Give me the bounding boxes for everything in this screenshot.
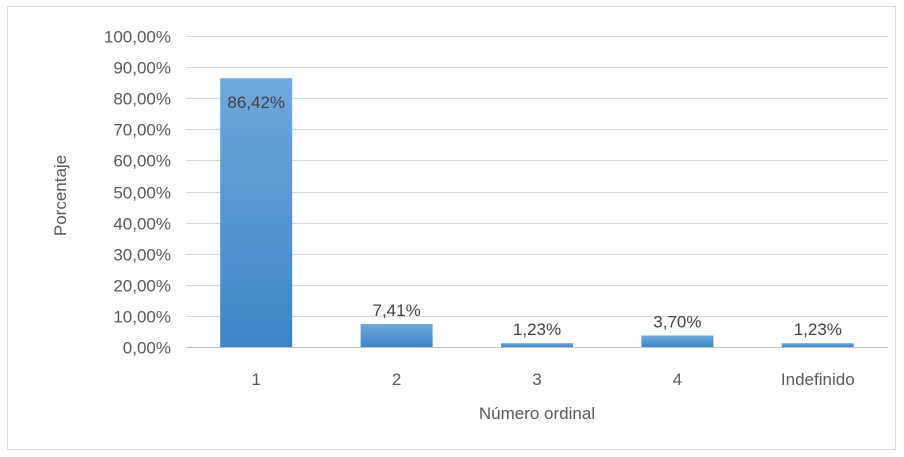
x-tick-label: 2	[392, 370, 401, 389]
bar	[360, 323, 433, 347]
y-tick-label: 30,00%	[113, 246, 171, 265]
data-label: 1,23%	[513, 320, 561, 339]
x-tick-labels: 1 2 3 4 Indefinido	[251, 370, 854, 389]
y-tick-label: 20,00%	[113, 277, 171, 296]
data-labels: 86,42% 7,41% 1,23% 3,70% 1,23%	[227, 93, 842, 339]
y-tick-label: 90,00%	[113, 59, 171, 78]
data-label: 86,42%	[227, 93, 285, 112]
y-tick-labels: 0,00% 10,00% 20,00% 30,00% 40,00% 50,00% 60,00…	[104, 28, 171, 358]
y-tick-label: 50,00%	[113, 184, 171, 203]
data-label: 7,41%	[372, 301, 420, 320]
x-tick-label: 1	[251, 370, 260, 389]
x-axis-title: Número ordinal	[479, 404, 595, 423]
y-tick-label: 60,00%	[113, 152, 171, 171]
chart-frame	[7, 6, 896, 450]
bar	[220, 78, 293, 348]
y-tick-label: 100,00%	[104, 28, 171, 47]
y-tick-label: 80,00%	[113, 90, 171, 109]
bar	[641, 335, 714, 347]
y-tick-label: 40,00%	[113, 215, 171, 234]
data-label: 3,70%	[653, 312, 701, 331]
y-tick-label: 70,00%	[113, 121, 171, 140]
y-axis-title: Porcentaje	[51, 155, 70, 236]
y-tick-label: 10,00%	[113, 308, 171, 327]
gridlines	[186, 36, 888, 348]
bar	[781, 343, 854, 347]
bar	[501, 343, 573, 347]
y-tick-label: 0,00%	[123, 339, 171, 358]
bars	[220, 78, 854, 348]
x-tick-label: 4	[673, 370, 682, 389]
data-label: 1,23%	[794, 320, 842, 339]
x-tick-label: 3	[532, 370, 541, 389]
x-tick-label: Indefinido	[781, 370, 855, 389]
